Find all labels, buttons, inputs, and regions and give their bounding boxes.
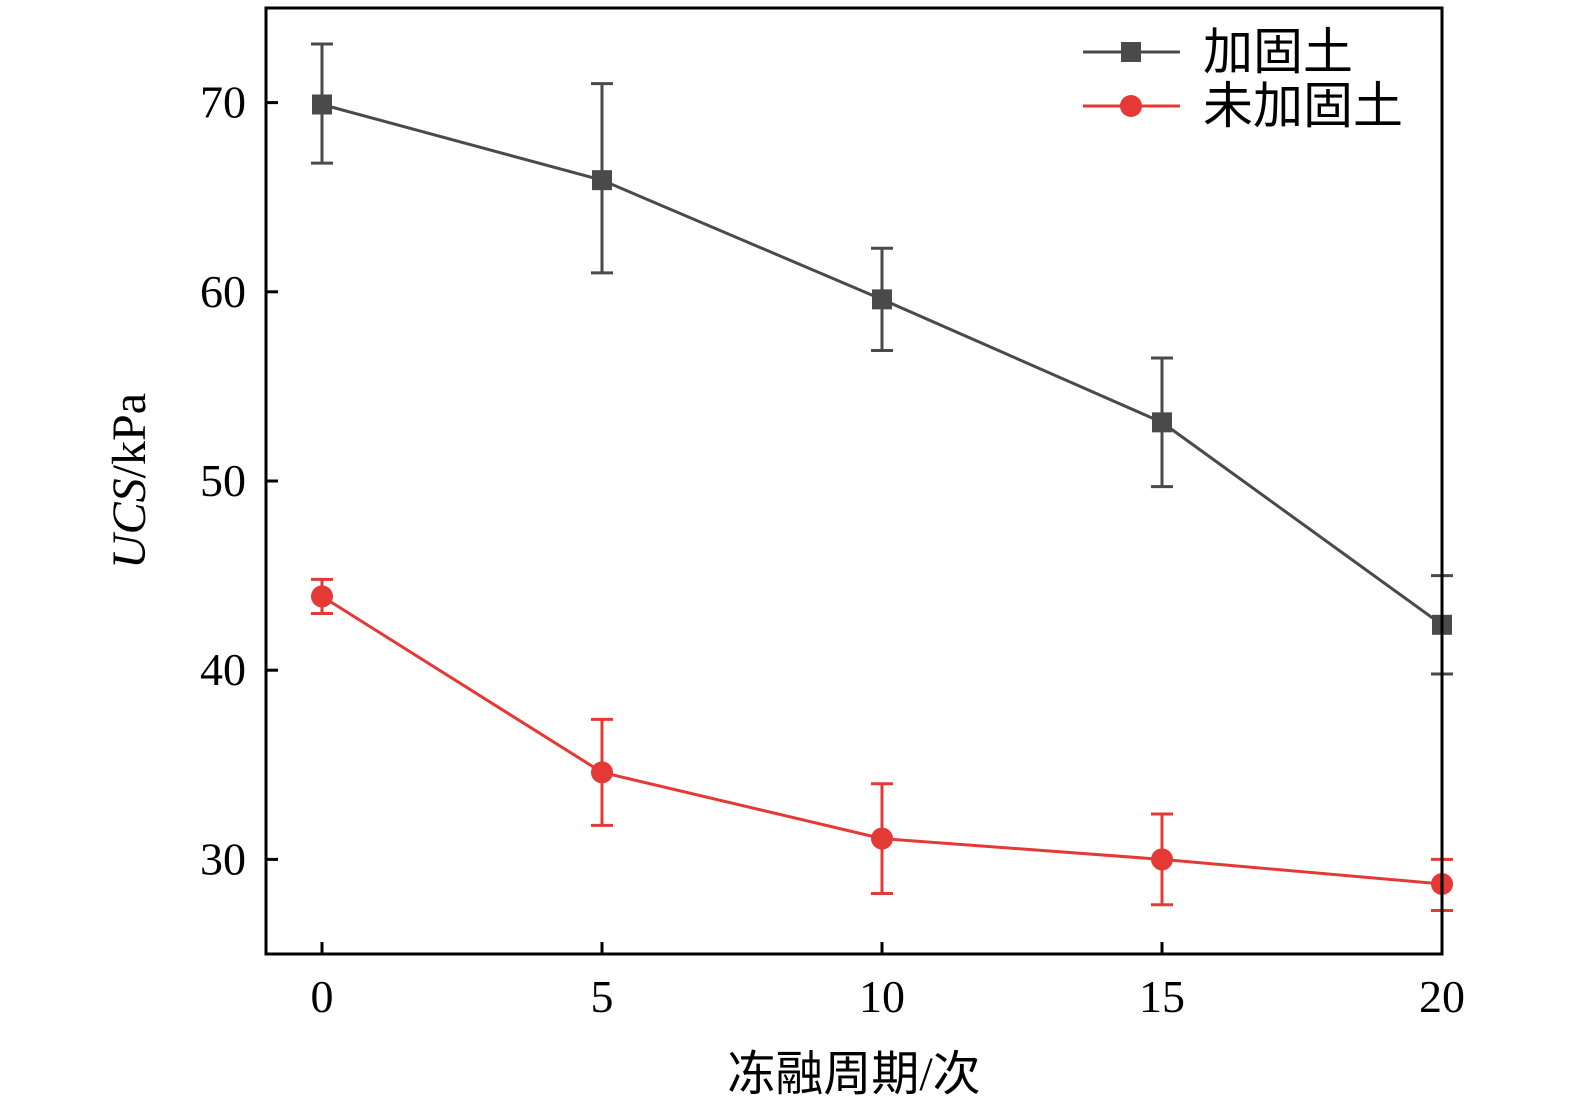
legend-marker <box>1120 95 1142 117</box>
x-tick-label: 5 <box>591 971 614 1022</box>
data-point <box>1152 412 1172 433</box>
legend-label: 加固土 <box>1203 24 1353 80</box>
data-point <box>312 94 332 115</box>
data-point <box>592 170 612 191</box>
y-axis-ticks: 30 40 50 60 70 <box>200 77 278 884</box>
y-axis-title: UCS/kPa <box>103 393 156 569</box>
series-line <box>321 103 1443 627</box>
y-tick-label: 30 <box>200 833 246 884</box>
legend-marker <box>1121 42 1141 62</box>
data-point <box>871 827 893 850</box>
y-axis-title-unit: /kPa <box>103 393 156 478</box>
x-axis-title: 冻融周期/次 <box>727 1048 980 1101</box>
legend-item: 未加固土 <box>1083 78 1403 134</box>
y-axis-title-italic: UCS <box>103 478 156 569</box>
y-tick-label: 70 <box>200 77 246 128</box>
series-2 <box>311 577 1453 912</box>
data-point <box>872 289 892 310</box>
data-point <box>311 585 333 608</box>
y-tick-label: 50 <box>200 455 246 506</box>
y-tick-label: 40 <box>200 644 246 695</box>
series-group <box>311 42 1453 912</box>
series-1 <box>311 42 1453 676</box>
x-tick-label: 0 <box>311 971 334 1022</box>
data-point <box>591 761 613 784</box>
data-point <box>1151 848 1173 871</box>
x-axis-ticks: 0 5 10 15 20 <box>311 942 1465 1022</box>
legend-item: 加固土 <box>1083 24 1353 80</box>
legend-label: 未加固土 <box>1203 78 1403 134</box>
x-tick-label: 15 <box>1139 971 1185 1022</box>
x-tick-label: 10 <box>859 971 905 1022</box>
y-tick-label: 60 <box>200 266 246 317</box>
plot-frame <box>264 6 1444 956</box>
x-tick-label: 20 <box>1419 971 1465 1022</box>
